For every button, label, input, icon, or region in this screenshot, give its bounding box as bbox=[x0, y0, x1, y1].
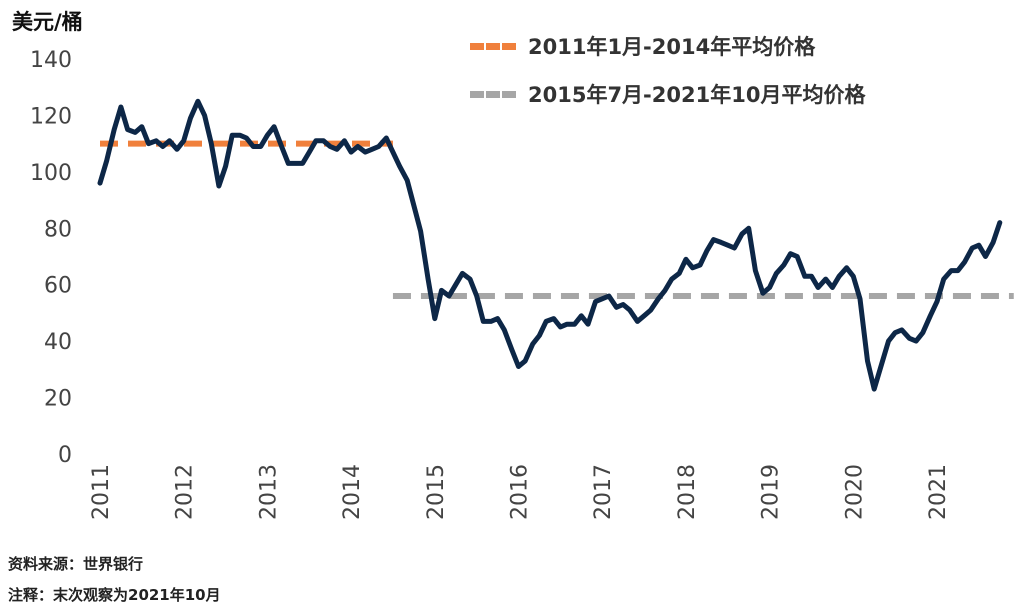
x-tick-label-2021: 2021 bbox=[926, 464, 951, 520]
x-tick-label-2019: 2019 bbox=[759, 464, 784, 520]
x-tick-label-2011: 2011 bbox=[89, 464, 114, 520]
x-tick-label-2017: 2017 bbox=[591, 464, 616, 520]
source-note: 资料来源：世界银行 bbox=[8, 555, 144, 573]
y-tick-label-80: 80 bbox=[44, 217, 72, 242]
x-tick-label-2015: 2015 bbox=[424, 464, 449, 520]
y-tick-label-20: 20 bbox=[44, 387, 72, 412]
y-axis-unit-label: 美元/桶 bbox=[12, 10, 83, 34]
x-tick-label-2020: 2020 bbox=[842, 464, 867, 520]
y-tick-label-60: 60 bbox=[44, 274, 72, 299]
y-tick-label-100: 100 bbox=[30, 161, 72, 186]
x-tick-label-2012: 2012 bbox=[173, 464, 198, 520]
legend-item-grey-average: 2015年7月-2021年10月平均价格 bbox=[470, 79, 865, 109]
x-tick-label-2014: 2014 bbox=[340, 464, 365, 520]
x-tick-label-2013: 2013 bbox=[256, 464, 281, 520]
y-tick-label-40: 40 bbox=[44, 330, 72, 355]
legend-swatch-grey-dash bbox=[470, 90, 516, 98]
y-tick-label-140: 140 bbox=[30, 48, 72, 73]
footnote: 注释：末次观察为2021年10月 bbox=[8, 586, 221, 604]
y-tick-label-0: 0 bbox=[58, 443, 72, 468]
series-line-0 bbox=[97, 98, 1003, 392]
average-price-lines bbox=[100, 140, 1014, 299]
legend-swatch-orange-dash bbox=[470, 42, 516, 50]
legend-label-orange: 2011年1月-2014年平均价格 bbox=[528, 35, 816, 59]
price-series-lines bbox=[97, 98, 1003, 392]
y-tick-label-120: 120 bbox=[30, 104, 72, 129]
legend-item-orange-average: 2011年1月-2014年平均价格 bbox=[470, 31, 815, 61]
x-axis-tick-labels: 2011 2012 2013 2014 2015 2016 2017 2018 2019 2020… bbox=[89, 464, 951, 520]
legend-label-grey: 2015年7月-2021年10月平均价格 bbox=[528, 83, 866, 107]
x-tick-label-2018: 2018 bbox=[675, 464, 700, 520]
x-tick-label-2016: 2016 bbox=[508, 464, 533, 520]
y-axis-tick-labels: 0 20 40 60 80 100 120 140 bbox=[30, 48, 72, 468]
